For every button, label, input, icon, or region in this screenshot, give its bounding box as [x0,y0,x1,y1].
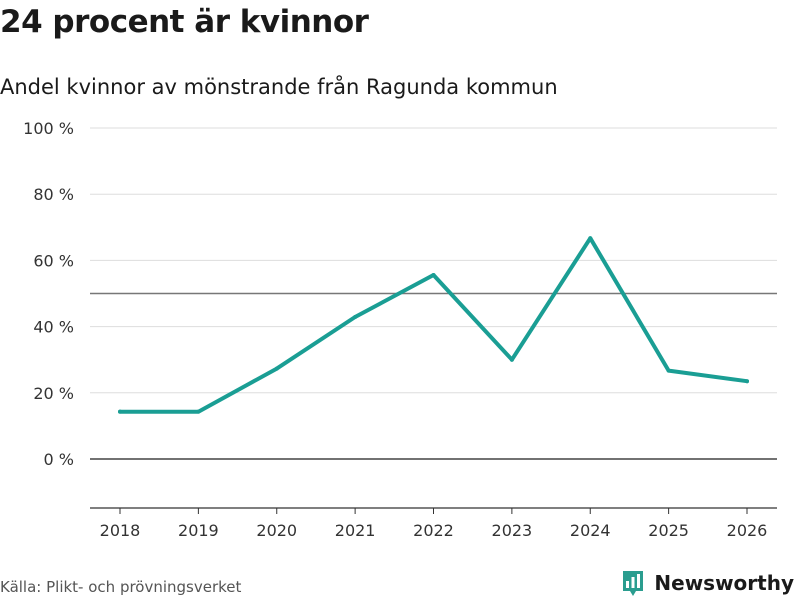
x-tick-label: 2019 [178,521,219,540]
data-point [118,409,122,414]
chart-subtitle: Andel kvinnor av mönstrande från Ragunda… [0,75,558,99]
source-note: Källa: Plikt- och prövningsverket [0,578,242,596]
brand-name: Newsworthy [654,571,794,595]
y-tick-label: 0 % [44,450,74,469]
x-tick-label: 2022 [413,521,454,540]
y-tick-label: 60 % [33,251,74,270]
data-point [745,379,749,384]
data-point [196,409,201,414]
x-tick-label: 2024 [570,521,611,540]
brand-logo: Newsworthy [621,569,794,597]
y-tick-label: 40 % [33,318,74,337]
chart-title: 24 procent är kvinnor [0,4,369,40]
bar-chart-speech-bubble-icon [623,571,644,596]
x-tick-label: 2026 [727,521,768,540]
data-point [353,315,358,320]
data-point [509,357,514,362]
data-point [274,366,279,371]
y-tick-label: 100 % [23,119,74,138]
x-tick-label: 2018 [100,521,141,540]
series-line [118,236,749,414]
y-tick-label: 20 % [33,384,74,403]
data-point [431,272,436,277]
x-tick-label: 2020 [256,521,297,540]
x-tick-label: 2023 [492,521,533,540]
data-point [588,236,593,241]
data-point [666,368,671,373]
x-tick-label: 2021 [335,521,376,540]
y-tick-label: 80 % [33,185,74,204]
x-tick-label: 2025 [648,521,689,540]
